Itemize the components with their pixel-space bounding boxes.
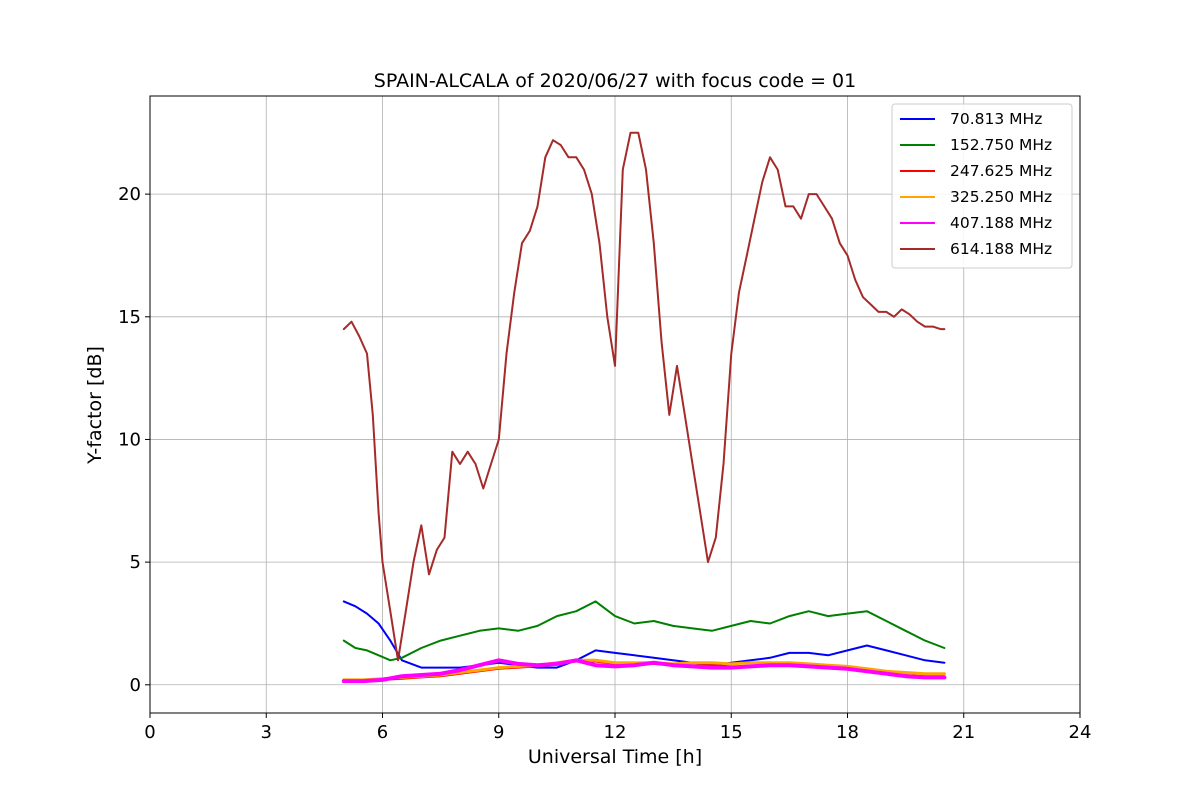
legend-label: 407.188 MHz	[950, 214, 1052, 232]
y-tick-label: 5	[130, 552, 141, 573]
legend-label: 247.625 MHz	[950, 162, 1052, 180]
y-tick-label: 20	[118, 184, 141, 205]
series-line-152-750-mhz	[342, 600, 946, 662]
series-group	[341, 131, 947, 684]
x-tick-label: 24	[1069, 722, 1092, 743]
legend-box	[891, 103, 1073, 269]
chart-title: SPAIN-ALCALA of 2020/06/27 with focus co…	[374, 70, 856, 92]
y-tick-label: 10	[118, 429, 141, 450]
x-tick-label: 18	[836, 722, 859, 743]
x-tick-label: 12	[604, 722, 627, 743]
x-axis-label: Universal Time [h]	[528, 746, 702, 768]
legend: 70.813 MHz 152.750 MHz 247.625 MHz 325.250 …	[891, 103, 1073, 269]
y-axis-label: Y-factor [dB]	[84, 346, 106, 465]
series-line-614-188-mhz	[342, 131, 946, 662]
y-tick-label: 15	[118, 307, 141, 328]
x-tick-label: 9	[493, 722, 504, 743]
legend-label: 152.750 MHz	[950, 136, 1052, 154]
x-tick-label: 6	[377, 722, 388, 743]
series-line-70-813-mhz	[342, 600, 946, 669]
x-tick-label: 15	[720, 722, 743, 743]
legend-label: 614.188 MHz	[950, 240, 1052, 258]
ticks: 0 3 6 9 12 15 18 21 24 0 5 10 15 20	[118, 184, 1091, 743]
series-line-407-188-mhz	[341, 658, 947, 684]
x-tick-label: 3	[261, 722, 272, 743]
x-tick-label: 21	[952, 722, 975, 743]
x-tick-label: 0	[144, 722, 155, 743]
y-tick-label: 0	[130, 675, 141, 696]
legend-label: 70.813 MHz	[950, 110, 1042, 128]
legend-label: 325.250 MHz	[950, 188, 1052, 206]
